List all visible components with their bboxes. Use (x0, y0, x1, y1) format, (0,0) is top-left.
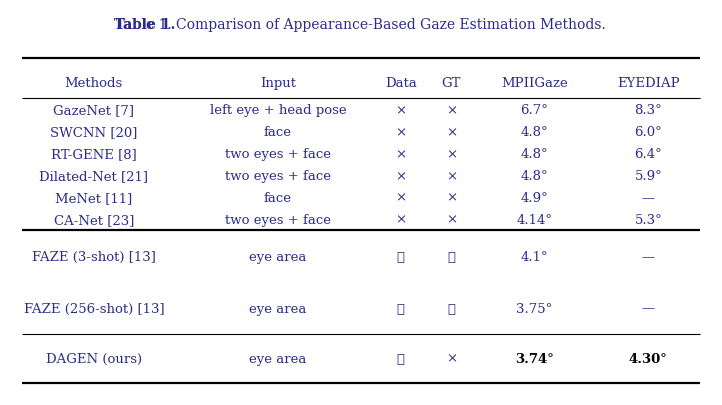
Text: ×: × (395, 104, 406, 117)
Text: ×: × (445, 104, 457, 117)
Text: 4.14°: 4.14° (516, 213, 552, 226)
Text: Table 1.: Table 1. (114, 18, 175, 32)
Text: ×: × (445, 147, 457, 160)
Text: FAZE (3-shot) [13]: FAZE (3-shot) [13] (32, 250, 156, 263)
Text: 4.8°: 4.8° (521, 170, 548, 183)
Text: —: — (642, 192, 655, 205)
Text: 3.74°: 3.74° (515, 352, 554, 365)
Text: Table 1. Comparison of Appearance-Based Gaze Estimation Methods.: Table 1. Comparison of Appearance-Based … (116, 18, 606, 32)
Text: ×: × (395, 126, 406, 139)
Text: ×: × (395, 147, 406, 160)
Text: 4.1°: 4.1° (521, 250, 548, 263)
Text: ×: × (395, 170, 406, 183)
Text: ✓: ✓ (396, 352, 405, 365)
Text: CA-Net [23]: CA-Net [23] (53, 213, 134, 226)
Text: 4.8°: 4.8° (521, 126, 548, 139)
Text: ×: × (445, 192, 457, 205)
Text: eye area: eye area (249, 302, 307, 315)
Text: —: — (642, 250, 655, 263)
Text: MeNet [11]: MeNet [11] (56, 192, 132, 205)
Text: left eye + head pose: left eye + head pose (209, 104, 347, 117)
Text: ✓: ✓ (396, 302, 405, 315)
Text: Dilated-Net [21]: Dilated-Net [21] (40, 170, 148, 183)
Text: DAGEN (ours): DAGEN (ours) (45, 352, 142, 365)
Text: 3.75°: 3.75° (516, 302, 552, 315)
Text: —: — (642, 302, 655, 315)
Text: ✓: ✓ (396, 250, 405, 263)
Text: ×: × (445, 170, 457, 183)
Text: 6.0°: 6.0° (635, 126, 662, 139)
Text: GT: GT (442, 77, 461, 90)
Text: Input: Input (260, 77, 296, 90)
Text: two eyes + face: two eyes + face (225, 213, 331, 226)
Text: 5.9°: 5.9° (635, 170, 662, 183)
Text: EYEDIAP: EYEDIAP (617, 77, 679, 90)
Text: Methods: Methods (65, 77, 123, 90)
Text: ×: × (395, 192, 406, 205)
Text: face: face (264, 126, 292, 139)
Text: Data: Data (385, 77, 417, 90)
Text: 5.3°: 5.3° (635, 213, 662, 226)
Text: two eyes + face: two eyes + face (225, 170, 331, 183)
Text: ×: × (445, 126, 457, 139)
Text: 4.9°: 4.9° (521, 192, 548, 205)
Text: 6.4°: 6.4° (635, 147, 662, 160)
Text: FAZE (256-shot) [13]: FAZE (256-shot) [13] (24, 302, 164, 315)
Text: face: face (264, 192, 292, 205)
Text: ×: × (395, 213, 406, 226)
Text: GazeNet [7]: GazeNet [7] (53, 104, 134, 117)
Text: two eyes + face: two eyes + face (225, 147, 331, 160)
Text: 4.8°: 4.8° (521, 147, 548, 160)
Text: ×: × (445, 213, 457, 226)
Text: ✓: ✓ (447, 250, 456, 263)
Text: eye area: eye area (249, 352, 307, 365)
Text: 8.3°: 8.3° (635, 104, 662, 117)
Text: SWCNN [20]: SWCNN [20] (50, 126, 138, 139)
Text: ×: × (445, 352, 457, 365)
Text: 4.30°: 4.30° (629, 352, 668, 365)
Text: ✓: ✓ (447, 302, 456, 315)
Text: MPIIGaze: MPIIGaze (501, 77, 567, 90)
Text: RT-GENE [8]: RT-GENE [8] (51, 147, 136, 160)
Text: eye area: eye area (249, 250, 307, 263)
Text: 6.7°: 6.7° (521, 104, 548, 117)
